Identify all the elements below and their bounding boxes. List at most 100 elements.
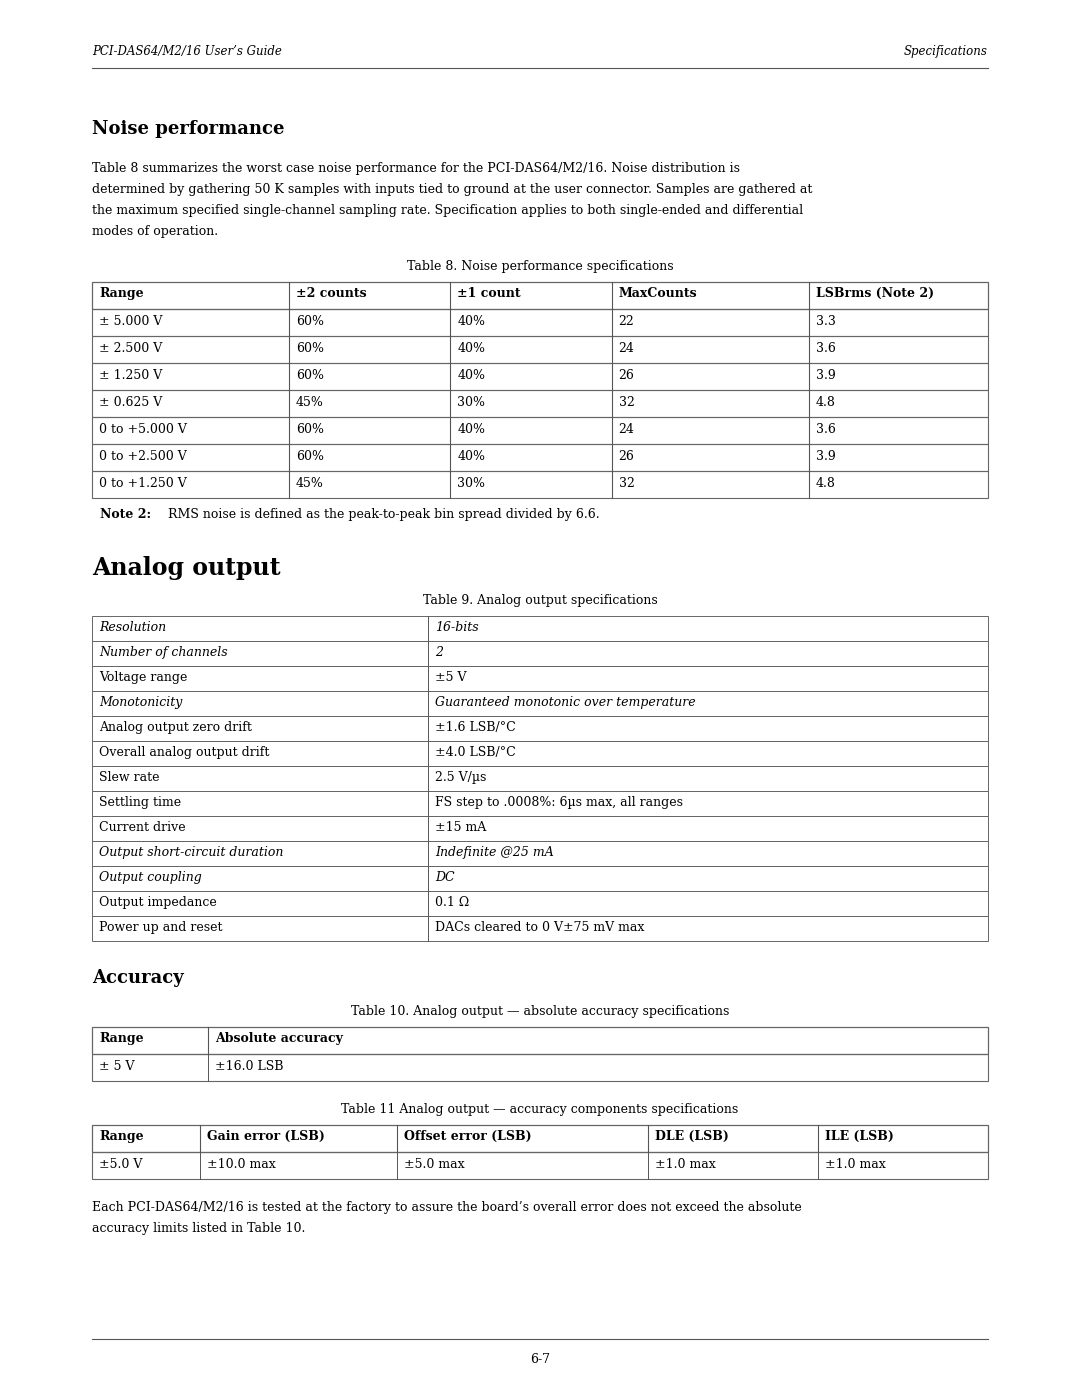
Text: Range: Range [99, 286, 144, 300]
Bar [92, 666, 988, 692]
Bar [92, 816, 988, 841]
Text: 3.9: 3.9 [815, 369, 836, 381]
Text: 2.5 V/µs: 2.5 V/µs [435, 771, 486, 784]
Bar [92, 471, 988, 497]
Text: 4.8: 4.8 [815, 395, 836, 409]
Text: ±1 count: ±1 count [458, 286, 521, 300]
Text: the maximum specified single-channel sampling rate. Specification applies to bot: the maximum specified single-channel sam… [92, 204, 804, 217]
Text: Range: Range [99, 1032, 144, 1045]
Text: 3.6: 3.6 [815, 342, 836, 355]
Text: Output impedance: Output impedance [99, 895, 217, 909]
Text: Absolute accuracy: Absolute accuracy [216, 1032, 343, 1045]
Text: ±1.0 max: ±1.0 max [825, 1158, 886, 1171]
Text: 24: 24 [619, 423, 635, 436]
Text: Analog output: Analog output [92, 556, 281, 580]
Text: 26: 26 [619, 450, 635, 462]
Text: 30%: 30% [458, 395, 485, 409]
Text: 22: 22 [619, 314, 634, 328]
Text: DC: DC [435, 870, 455, 884]
Text: Number of channels: Number of channels [99, 645, 228, 659]
Text: 6-7: 6-7 [530, 1354, 550, 1366]
Text: 40%: 40% [458, 314, 485, 328]
Text: 45%: 45% [296, 476, 324, 490]
Bar [92, 866, 988, 891]
Text: ±1.6 LSB/°C: ±1.6 LSB/°C [435, 721, 516, 733]
Bar [92, 363, 988, 390]
Text: 16-bits: 16-bits [435, 622, 478, 634]
Text: ±1.0 max: ±1.0 max [654, 1158, 715, 1171]
Bar [92, 916, 988, 942]
Text: 4.8: 4.8 [815, 476, 836, 490]
Text: Voltage range: Voltage range [99, 671, 187, 685]
Bar [92, 444, 988, 471]
Text: DACs cleared to 0 V±75 mV max: DACs cleared to 0 V±75 mV max [435, 921, 645, 935]
Text: 60%: 60% [296, 450, 324, 462]
Text: Noise performance: Noise performance [92, 120, 284, 138]
Text: Output coupling: Output coupling [99, 870, 202, 884]
Text: Table 11 Analog output — accuracy components specifications: Table 11 Analog output — accuracy compon… [341, 1104, 739, 1116]
Text: Table 8. Noise performance specifications: Table 8. Noise performance specification… [407, 260, 673, 272]
Text: MaxCounts: MaxCounts [619, 286, 698, 300]
Text: 3.9: 3.9 [815, 450, 836, 462]
Text: 40%: 40% [458, 450, 485, 462]
Text: Specifications: Specifications [904, 45, 988, 59]
Text: ± 2.500 V: ± 2.500 V [99, 342, 162, 355]
Text: 60%: 60% [296, 342, 324, 355]
Bar [92, 616, 988, 641]
Text: 2: 2 [435, 645, 443, 659]
Text: RMS noise is defined as the peak-to-peak bin spread divided by 6.6.: RMS noise is defined as the peak-to-peak… [152, 509, 599, 521]
Text: Current drive: Current drive [99, 821, 186, 834]
Text: Output short-circuit duration: Output short-circuit duration [99, 847, 283, 859]
Bar [92, 1125, 988, 1153]
Text: ±5.0 V: ±5.0 V [99, 1158, 143, 1171]
Bar [92, 692, 988, 717]
Text: ±10.0 max: ±10.0 max [206, 1158, 275, 1171]
Text: modes of operation.: modes of operation. [92, 225, 218, 237]
Text: 24: 24 [619, 342, 635, 355]
Text: PCI-DAS64/M2/16 User’s Guide: PCI-DAS64/M2/16 User’s Guide [92, 45, 282, 59]
Text: 40%: 40% [458, 342, 485, 355]
Text: 45%: 45% [296, 395, 324, 409]
Text: 0 to +1.250 V: 0 to +1.250 V [99, 476, 187, 490]
Text: Monotonicity: Monotonicity [99, 696, 183, 710]
Bar [92, 282, 988, 309]
Text: 0 to +2.500 V: 0 to +2.500 V [99, 450, 187, 462]
Text: ± 5 V: ± 5 V [99, 1060, 135, 1073]
Bar [92, 390, 988, 416]
Text: ±16.0 LSB: ±16.0 LSB [216, 1060, 284, 1073]
Text: 60%: 60% [296, 369, 324, 381]
Text: 30%: 30% [458, 476, 485, 490]
Text: 0 to +5.000 V: 0 to +5.000 V [99, 423, 187, 436]
Bar [92, 766, 988, 791]
Text: Table 10. Analog output — absolute accuracy specifications: Table 10. Analog output — absolute accur… [351, 1004, 729, 1018]
Text: ±5.0 max: ±5.0 max [404, 1158, 464, 1171]
Text: 60%: 60% [296, 423, 324, 436]
Text: Table 8 summarizes the worst case noise performance for the PCI-DAS64/M2/16. Noi: Table 8 summarizes the worst case noise … [92, 162, 740, 175]
Bar [92, 717, 988, 740]
Text: 0.1 Ω: 0.1 Ω [435, 895, 469, 909]
Text: ±2 counts: ±2 counts [296, 286, 367, 300]
Text: determined by gathering 50 K samples with inputs tied to ground at the user conn: determined by gathering 50 K samples wit… [92, 183, 812, 196]
Text: 40%: 40% [458, 369, 485, 381]
Text: 3.6: 3.6 [815, 423, 836, 436]
Text: FS step to .0008%: 6µs max, all ranges: FS step to .0008%: 6µs max, all ranges [435, 796, 683, 809]
Bar [92, 841, 988, 866]
Text: ±15 mA: ±15 mA [435, 821, 486, 834]
Bar [92, 740, 988, 766]
Text: Settling time: Settling time [99, 796, 181, 809]
Text: Power up and reset: Power up and reset [99, 921, 222, 935]
Text: Overall analog output drift: Overall analog output drift [99, 746, 269, 759]
Bar [92, 1027, 988, 1053]
Text: Indefinite @25 mA: Indefinite @25 mA [435, 847, 554, 859]
Text: Resolution: Resolution [99, 622, 166, 634]
Text: 3.3: 3.3 [815, 314, 836, 328]
Text: LSBrms (Note 2): LSBrms (Note 2) [815, 286, 934, 300]
Text: Table 9. Analog output specifications: Table 9. Analog output specifications [422, 594, 658, 608]
Bar [92, 309, 988, 337]
Bar [92, 641, 988, 666]
Text: Gain error (LSB): Gain error (LSB) [206, 1130, 324, 1143]
Text: Slew rate: Slew rate [99, 771, 160, 784]
Text: 32: 32 [619, 395, 635, 409]
Text: ±5 V: ±5 V [435, 671, 467, 685]
Text: Note 2:: Note 2: [100, 509, 151, 521]
